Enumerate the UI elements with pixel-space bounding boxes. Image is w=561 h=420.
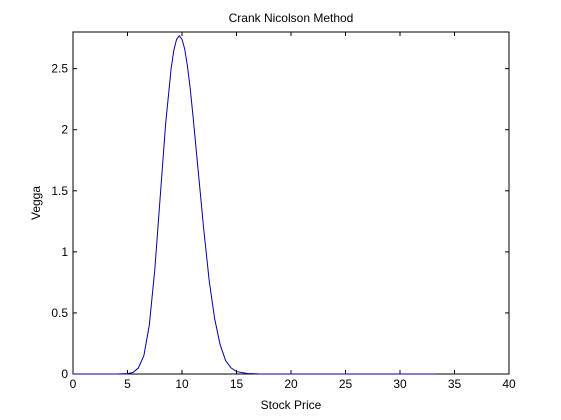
chart-title: Crank Nicolson Method xyxy=(229,11,354,25)
x-tick-label: 20 xyxy=(284,377,298,391)
x-tick-label: 10 xyxy=(175,377,189,391)
y-axis-title: Vegga xyxy=(29,186,43,220)
y-axis-ticks: 0 0.5 1 1.5 2 2.5 xyxy=(51,62,509,381)
y-tick-label: 2 xyxy=(61,123,68,137)
x-tick-label: 0 xyxy=(70,377,77,391)
x-tick-label: 40 xyxy=(502,377,516,391)
y-tick-label: 0.5 xyxy=(51,306,68,320)
y-tick-label: 1.5 xyxy=(51,184,68,198)
y-tick-label: 2.5 xyxy=(51,62,68,76)
x-tick-label: 15 xyxy=(230,377,244,391)
x-tick-label: 35 xyxy=(448,377,462,391)
x-axis-ticks: 0 5 10 15 20 25 30 35 40 xyxy=(70,32,516,391)
x-tick-label: 30 xyxy=(393,377,407,391)
x-tick-label: 5 xyxy=(124,377,131,391)
series-line xyxy=(73,34,436,375)
x-axis-title: Stock Price xyxy=(261,398,322,412)
y-tick-label: 0 xyxy=(61,367,68,381)
x-tick-label: 25 xyxy=(339,377,353,391)
y-tick-label: 1 xyxy=(61,245,68,259)
plot-area xyxy=(72,31,510,375)
